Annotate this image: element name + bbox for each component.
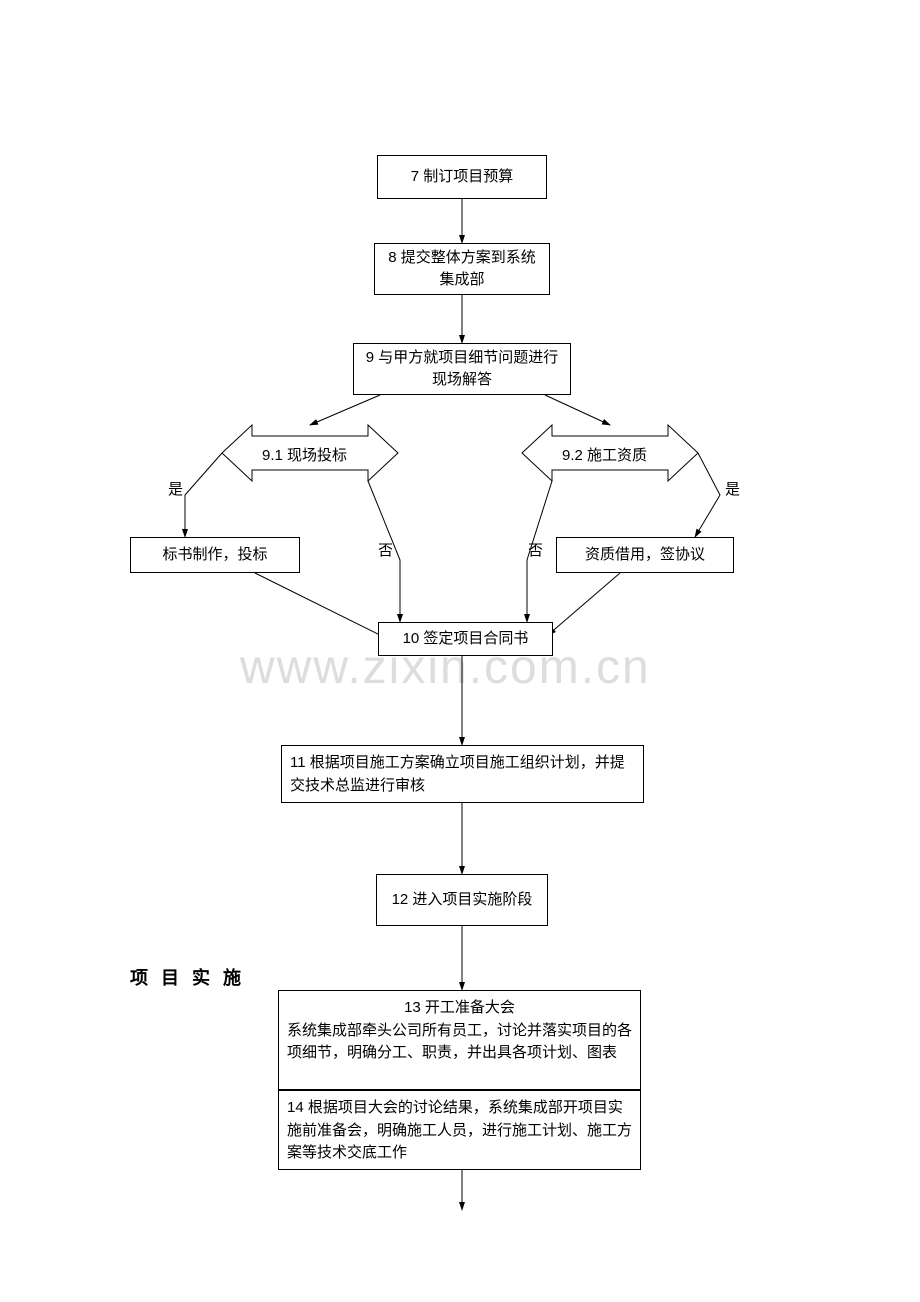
node-14-text: 14 根据项目大会的讨论结果，系统集成部开项目实施前准备会，明确施工人员，进行施… [287,1099,632,1161]
node-13-title: 13 开工准备大会 [287,997,632,1020]
decision-91-text: 9.1 现场投标 [262,447,347,464]
node-8-text: 8 提交整体方案到系统集成部 [383,247,541,292]
node-qualification-text: 资质借用，签协议 [585,544,705,567]
decision-92-label: 9.2 施工资质 [562,444,647,465]
label-no-right: 否 [528,539,543,560]
decision-91-label: 9.1 现场投标 [262,444,347,465]
node-8-submit: 8 提交整体方案到系统集成部 [374,243,550,295]
node-12-text: 12 进入项目实施阶段 [392,889,533,912]
label-no-left: 否 [378,539,393,560]
node-14-prep: 14 根据项目大会的讨论结果，系统集成部开项目实施前准备会，明确施工人员，进行施… [278,1090,641,1170]
node-13-kickoff: 13 开工准备大会 系统集成部牵头公司所有员工，讨论并落实项目的各项细节，明确分… [278,990,641,1090]
label-yes-left: 是 [168,478,183,499]
node-bid-doc-text: 标书制作，投标 [162,544,267,567]
node-qualification: 资质借用，签协议 [556,537,734,573]
node-12-implement: 12 进入项目实施阶段 [376,874,548,926]
label-yes-right: 是 [725,478,740,499]
decision-92-text: 9.2 施工资质 [562,447,647,464]
node-13-body: 系统集成部牵头公司所有员工，讨论并落实项目的各项细节，明确分工、职责，并出具各项… [287,1020,632,1065]
node-9-qa: 9 与甲方就项目细节问题进行现场解答 [353,343,571,395]
node-11-plan: 11 根据项目施工方案确立项目施工组织计划，并提交技术总监进行审核 [281,745,644,803]
node-9-text: 9 与甲方就项目细节问题进行现场解答 [362,347,562,392]
node-bid-doc: 标书制作，投标 [130,537,300,573]
node-7-budget: 7 制订项目预算 [377,155,547,199]
node-7-text: 7 制订项目预算 [411,166,514,189]
section-title-implementation: 项 目 实 施 [130,964,245,990]
node-11-text: 11 根据项目施工方案确立项目施工组织计划，并提交技术总监进行审核 [290,754,625,794]
node-10-text: 10 签定项目合同书 [403,628,529,651]
node-10-contract: 10 签定项目合同书 [378,622,553,656]
